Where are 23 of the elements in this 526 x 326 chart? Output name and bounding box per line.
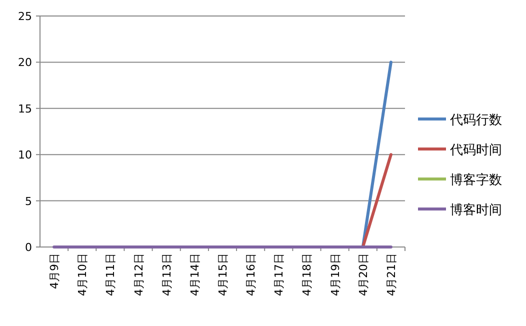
x-tick-label: 4月19日 [328,253,342,296]
x-tick-label: 4月9日 [48,253,62,289]
y-tick-label: 10 [18,148,32,162]
y-tick-label: 5 [25,194,32,208]
x-tick-label: 4月21日 [384,253,398,296]
x-tick-label: 4月18日 [300,253,314,296]
x-tick-label: 4月13日 [160,253,174,296]
y-tick-label: 0 [25,241,32,254]
x-tick-label: 4月16日 [244,253,258,296]
legend-label: 博客字数 [450,172,502,188]
x-tick-label: 4月14日 [188,253,202,296]
x-tick-label: 4月20日 [356,253,370,296]
legend-label: 代码时间 [449,143,502,158]
y-tick-label: 25 [18,10,32,23]
x-tick-label: 4月17日 [272,253,286,296]
legend-label: 代码行数 [449,113,502,128]
x-tick-label: 4月11日 [104,253,118,296]
legend-label: 博客时间 [450,202,502,218]
y-tick-label: 20 [18,56,32,70]
x-tick-label: 4月12日 [132,253,146,296]
x-tick-label: 4月10日 [76,253,90,296]
y-tick-label: 15 [18,102,32,116]
x-tick-label: 4月15日 [216,253,230,296]
